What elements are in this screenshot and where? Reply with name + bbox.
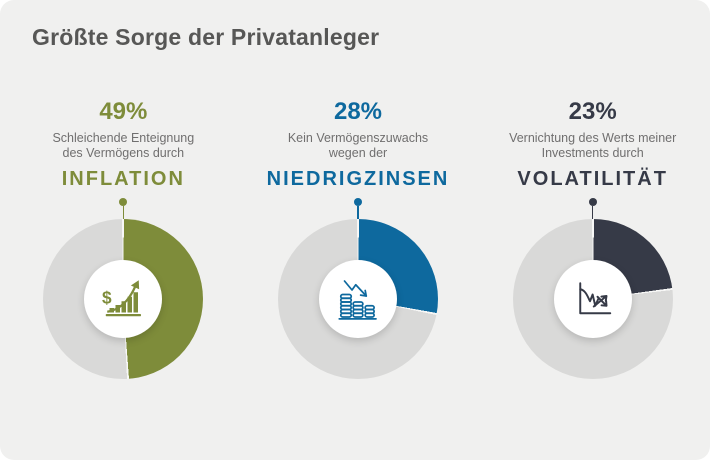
connector-dot xyxy=(354,198,362,206)
connector xyxy=(354,198,362,219)
stat-percentage: 23% xyxy=(568,98,617,125)
connector-line xyxy=(122,206,125,219)
donut-chart-volatilitaet xyxy=(512,219,673,379)
stats-row: 49% Schleichende Enteignung des Vermögen… xyxy=(0,90,710,379)
stat-description: Schleichende Enteignung des Vermögens du… xyxy=(52,131,194,161)
stat-keyword: VOLATILITÄT xyxy=(517,168,668,190)
page-title: Größte Sorge der Privatanleger xyxy=(32,24,380,50)
stat-description-line1: Kein Vermögenszuwachs xyxy=(287,131,429,145)
dollar-growth-chart-icon: $ xyxy=(102,280,142,317)
stat-description-line2: wegen der xyxy=(328,146,388,160)
connector-dot xyxy=(588,198,597,206)
stat-description-line1: Vernichtung des Werts meiner xyxy=(509,131,677,145)
stat-description-line1: Schleichende Enteignung xyxy=(52,131,195,145)
stat-column-inflation: 49% Schleichende Enteignung des Vermögen… xyxy=(6,90,241,379)
stat-column-niedrigzinsen: 28% Kein Vermögenszuwachs wegen der NIED… xyxy=(241,90,476,379)
connector xyxy=(588,198,597,219)
stat-description-line2: Investments durch xyxy=(541,146,644,160)
donut-chart-inflation: $ xyxy=(43,219,204,379)
stat-description: Vernichtung des Werts meiner Investments… xyxy=(509,131,676,161)
donut-chart-niedrigzinsen xyxy=(278,219,438,379)
donut-center: $ xyxy=(84,260,163,338)
coins-decline-arrow-icon xyxy=(338,280,377,320)
connector-line xyxy=(357,206,359,219)
stat-keyword: INFLATION xyxy=(61,168,185,190)
stat-description-line2: des Vermögens durch xyxy=(62,146,185,160)
connector-line xyxy=(591,206,594,219)
stat-percentage: 28% xyxy=(333,98,383,125)
volatility-line-chart-icon xyxy=(578,282,611,315)
donut-center xyxy=(319,260,397,338)
stat-percentage: 49% xyxy=(99,98,148,125)
connector xyxy=(119,198,128,219)
stat-keyword: NIEDRIGZINSEN xyxy=(266,168,450,190)
connector-dot xyxy=(119,198,128,206)
donut-center xyxy=(553,260,632,338)
stat-column-volatilitaet: 23% Vernichtung des Werts meiner Investm… xyxy=(475,90,710,379)
stat-description: Kein Vermögenszuwachs wegen der xyxy=(288,131,428,161)
svg-text:$: $ xyxy=(102,288,112,308)
